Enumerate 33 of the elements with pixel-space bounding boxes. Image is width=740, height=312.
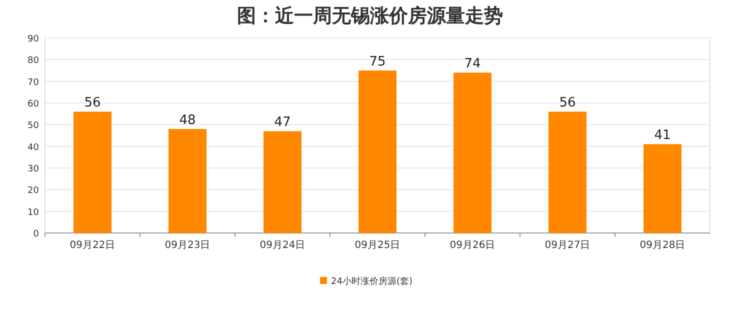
data-label: 74 xyxy=(464,56,481,72)
x-tick-label: 09月23日 xyxy=(164,240,210,251)
y-tick-label: 40 xyxy=(28,142,40,153)
bar xyxy=(644,144,682,233)
data-label: 47 xyxy=(274,115,291,130)
y-tick-label: 0 xyxy=(33,230,40,240)
x-tick-label: 09月22日 xyxy=(70,240,116,251)
data-label: 41 xyxy=(654,128,671,144)
bar xyxy=(358,70,396,233)
x-tick-label: 09月27日 xyxy=(544,240,590,251)
y-tick-label: 80 xyxy=(28,56,40,66)
y-tick-label: 20 xyxy=(28,186,40,196)
y-tick-label: 30 xyxy=(28,164,40,174)
y-tick-label: 10 xyxy=(28,208,40,218)
x-tick-label: 09月24日 xyxy=(260,240,306,251)
x-tick-label: 09月28日 xyxy=(640,240,686,251)
chart-title: 图：近一周无锡涨价房源量走势 xyxy=(237,5,503,27)
bar xyxy=(168,129,206,233)
data-label: 48 xyxy=(179,113,196,128)
data-label: 56 xyxy=(84,96,101,111)
x-tick-label: 09月26日 xyxy=(450,240,496,251)
x-tick-label: 09月25日 xyxy=(354,240,400,251)
data-label: 75 xyxy=(369,54,386,70)
data-label: 56 xyxy=(559,96,576,111)
y-tick-label: 90 xyxy=(28,34,40,44)
bar xyxy=(454,72,492,233)
bar xyxy=(548,112,586,233)
y-tick-label: 70 xyxy=(28,78,40,88)
bar xyxy=(264,131,302,233)
y-tick-label: 50 xyxy=(28,121,40,132)
bar xyxy=(74,112,112,233)
y-tick-label: 60 xyxy=(28,100,40,110)
legend-label: 24小时涨价房源(套) xyxy=(331,276,412,287)
